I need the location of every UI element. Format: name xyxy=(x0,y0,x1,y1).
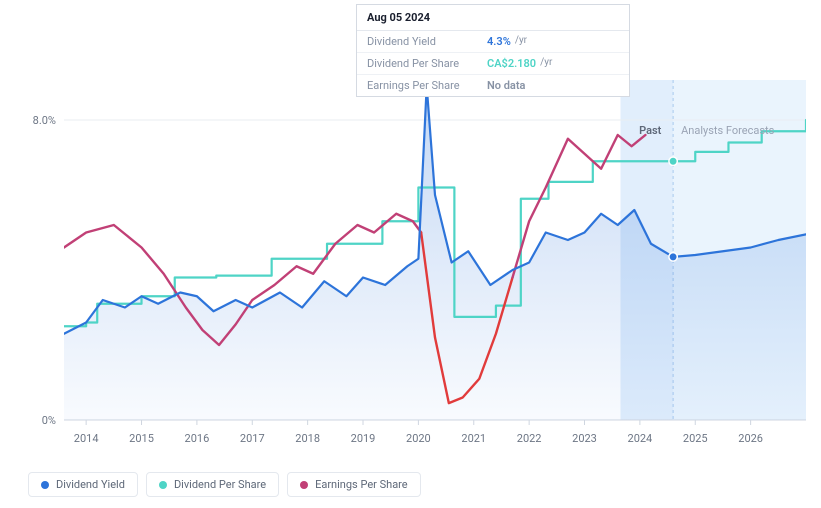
x-tick-label: 2023 xyxy=(572,432,597,445)
x-tick-label: 2020 xyxy=(406,432,431,445)
legend-item-yield[interactable]: Dividend Yield xyxy=(28,472,138,497)
y-axis-label-max: 8.0% xyxy=(33,114,56,127)
tooltip-value: CA$2.180 xyxy=(487,57,536,70)
x-tick-label: 2017 xyxy=(240,432,265,445)
x-tick-label: 2019 xyxy=(351,432,376,445)
x-tick-label: 2025 xyxy=(683,432,708,445)
legend-dot xyxy=(300,481,308,489)
tooltip-row-yield: Dividend Yield 4.3% /yr xyxy=(357,31,629,53)
x-tick-label: 2014 xyxy=(74,432,99,445)
x-axis: 2014 2015 2016 2017 2018 2019 2020 2021 2022 2023… xyxy=(64,432,806,452)
legend-label: Dividend Yield xyxy=(56,478,125,491)
x-tick-label: 2016 xyxy=(185,432,210,445)
x-tick-label: 2015 xyxy=(129,432,154,445)
tooltip-unit: /yr xyxy=(540,57,552,70)
legend-item-eps[interactable]: Earnings Per Share xyxy=(287,472,421,497)
tooltip-row-eps: Earnings Per Share No data xyxy=(357,75,629,96)
past-label: Past xyxy=(639,124,661,137)
hover-tooltip: Aug 05 2024 Dividend Yield 4.3% /yr Divi… xyxy=(356,4,630,97)
tooltip-value: No data xyxy=(487,79,525,92)
plot-area[interactable]: Past Analysts Forecasts xyxy=(64,120,806,420)
tooltip-label: Earnings Per Share xyxy=(367,79,487,92)
tooltip-value: 4.3% xyxy=(487,35,511,48)
tooltip-unit: /yr xyxy=(515,35,527,48)
legend-item-dps[interactable]: Dividend Per Share xyxy=(146,472,279,497)
x-tick-label: 2024 xyxy=(628,432,653,445)
x-tick-label: 2022 xyxy=(517,432,542,445)
x-tick-label: 2018 xyxy=(295,432,320,445)
legend-label: Dividend Per Share xyxy=(174,478,266,491)
tooltip-row-dps: Dividend Per Share CA$2.180 /yr xyxy=(357,53,629,75)
legend-label: Earnings Per Share xyxy=(315,478,408,491)
y-axis-label-min: 0% xyxy=(42,414,56,427)
legend-dot xyxy=(159,481,167,489)
x-tick-label: 2021 xyxy=(461,432,486,445)
tooltip-date: Aug 05 2024 xyxy=(357,5,629,31)
forecast-label: Analysts Forecasts xyxy=(681,124,774,137)
legend: Dividend Yield Dividend Per Share Earnin… xyxy=(28,472,421,497)
tooltip-label: Dividend Per Share xyxy=(367,57,487,70)
x-tick-label: 2026 xyxy=(738,432,763,445)
chart-svg xyxy=(64,120,806,420)
tooltip-label: Dividend Yield xyxy=(367,35,487,48)
legend-dot xyxy=(41,481,49,489)
chart-container: Aug 05 2024 Dividend Yield 4.3% /yr Divi… xyxy=(28,0,806,440)
